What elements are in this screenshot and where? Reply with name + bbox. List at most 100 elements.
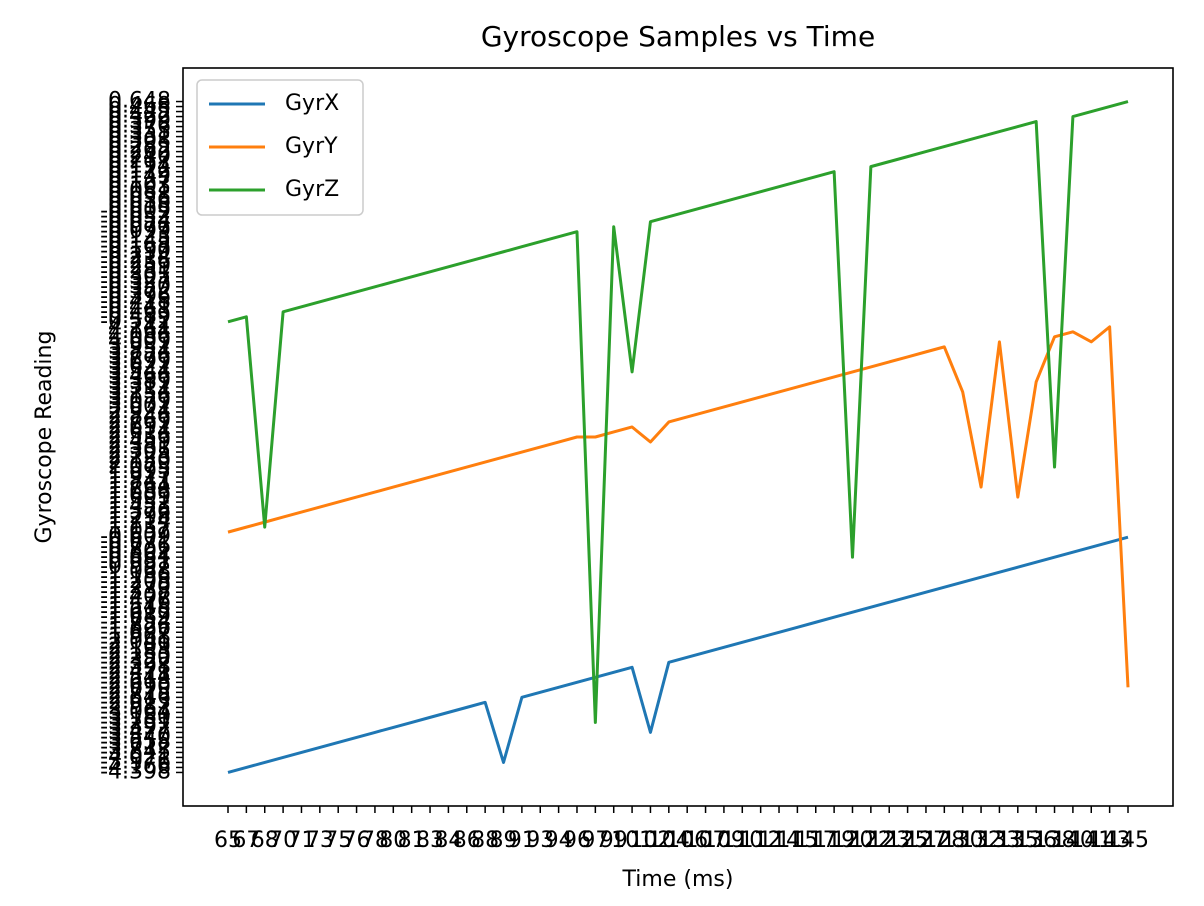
y-tick-label: 1.298 [108, 504, 171, 529]
x-tick-label: 110 [721, 828, 763, 853]
y-tick-label: 2.536 [108, 424, 171, 449]
y-tick-label: 0.217 [108, 149, 171, 174]
y-tick-label: 2.924 [108, 399, 171, 424]
y-tick-label: -0.214 [100, 244, 171, 269]
y-tick-label: 0.648 [108, 89, 171, 114]
y-tick-label: -0.259 [100, 254, 171, 279]
y-tick-label: -0.009 [100, 199, 171, 224]
y-tick-label: -2.846 [100, 684, 171, 709]
y-tick-label: 3.234 [108, 379, 171, 404]
y-tick-label: 3.156 [108, 384, 171, 409]
y-tick-label: -2.690 [100, 674, 171, 699]
y-tick-label: 0.103 [108, 174, 171, 199]
y-tick-label: -0.305 [100, 264, 171, 289]
y-tick-label: 0.240 [108, 144, 171, 169]
x-tick-label: 102 [629, 828, 671, 853]
y-tick-label: 0.127 [108, 169, 171, 194]
x-tick-label: 112 [740, 828, 782, 853]
x-tick-label: 119 [813, 828, 855, 853]
x-tick-label: 94 [545, 828, 573, 853]
y-tick-label: 1.137 [108, 514, 171, 539]
y-tick-label: -0.327 [100, 269, 171, 294]
y-tick-label: -2.109 [100, 634, 171, 659]
y-tick-label: 3.621 [108, 354, 171, 379]
y-tick-label: 0.149 [108, 164, 171, 189]
y-tick-label: 3.699 [108, 349, 171, 374]
x-tick-label: 83 [416, 828, 444, 853]
y-tick-label: -1.270 [100, 574, 171, 599]
x-tick-label: 106 [666, 828, 708, 853]
y-tick-label: 1.453 [108, 494, 171, 519]
y-tick-label: 1.376 [108, 499, 171, 524]
y-tick-label: -1.476 [100, 589, 171, 614]
y-tick-label: 0.081 [108, 179, 171, 204]
x-tick-label: 78 [361, 828, 389, 853]
x-tick-label: 86 [453, 828, 481, 853]
y-tick-label: 3.854 [108, 339, 171, 364]
y-tick-label: -0.123 [100, 224, 171, 249]
y-tick-label: -2.775 [100, 679, 171, 704]
y-tick-label: -0.236 [100, 249, 171, 274]
y-axis-label: Gyroscope Reading [32, 331, 57, 544]
y-tick-label: 0.468 [108, 94, 171, 119]
x-tick-label: 73 [306, 828, 334, 853]
y-tick-label: 4.241 [108, 314, 171, 339]
y-tick-label: -1.548 [100, 594, 171, 619]
x-axis-label: Time (ms) [622, 867, 734, 892]
x-tick-label: 123 [868, 828, 910, 853]
y-tick-label: 0.036 [108, 189, 171, 214]
y-tick-label: 2.769 [108, 409, 171, 434]
y-tick-label: 0.194 [108, 154, 171, 179]
y-tick-label: 3.776 [108, 344, 171, 369]
y-tick-label: -0.864 [100, 544, 171, 569]
y-tick-label: 3.311 [108, 374, 171, 399]
y-tick-label: -3.180 [100, 704, 171, 729]
y-tick-label: -0.032 [100, 204, 171, 229]
y-tick-label: 3.079 [108, 389, 171, 414]
x-tick-label: 143 [1089, 828, 1131, 853]
x-tick-label: 132 [960, 828, 1002, 853]
y-tick-label: -4.021 [100, 744, 171, 769]
x-tick-label: 71 [287, 828, 315, 853]
x-tick-label: 101 [611, 828, 653, 853]
y-tick-label: 3.544 [108, 359, 171, 384]
y-tick-label: -1.826 [100, 614, 171, 639]
y-tick-label: 4.164 [108, 319, 171, 344]
y-tick-label: -4.166 [100, 754, 171, 779]
y-tick-label: -0.441 [100, 294, 171, 319]
y-tick-label: 1.917 [108, 464, 171, 489]
x-tick-label: 81 [398, 828, 426, 853]
y-tick-label: 2.614 [108, 419, 171, 444]
y-tick-label: 2.691 [108, 414, 171, 439]
x-tick-label: 80 [379, 828, 407, 853]
y-tick-label: 0.422 [108, 104, 171, 129]
x-tick-label: 99 [600, 828, 628, 853]
y-tick-label: -2.183 [100, 639, 171, 664]
x-tick-label: 76 [343, 828, 371, 853]
y-tick-label: -3.976 [100, 749, 171, 774]
y-tick-label: 1.841 [108, 469, 171, 494]
legend-label: GyrZ [285, 177, 339, 202]
y-tick-label: 1.688 [108, 479, 171, 504]
y-tick-label: 2.073 [108, 454, 171, 479]
y-tick-label: -0.350 [100, 274, 171, 299]
y-tick-label: 2.459 [108, 429, 171, 454]
y-tick-label: -0.512 [100, 309, 171, 334]
y-tick-label: 1.052 [108, 519, 171, 544]
y-tick-label: -0.609 [100, 524, 171, 549]
legend-label: GyrX [285, 91, 339, 116]
x-tick-label: 65 [214, 828, 242, 853]
y-tick-label: -2.041 [100, 629, 171, 654]
x-tick-label: 114 [758, 828, 800, 853]
chart-title: Gyroscope Samples vs Time [481, 20, 875, 53]
y-tick-label: -3.845 [100, 739, 171, 764]
x-tick-label: 96 [563, 828, 591, 853]
x-tick-label: 127 [905, 828, 947, 853]
y-tick-label: -1.338 [100, 579, 171, 604]
y-tick-label: -2.987 [100, 694, 171, 719]
x-tick-label: 115 [776, 828, 818, 853]
y-tick-label: -2.471 [100, 659, 171, 684]
y-tick-label: -0.802 [100, 539, 171, 564]
line-series [227, 535, 1129, 774]
x-tick-label: 141 [1070, 828, 1112, 853]
